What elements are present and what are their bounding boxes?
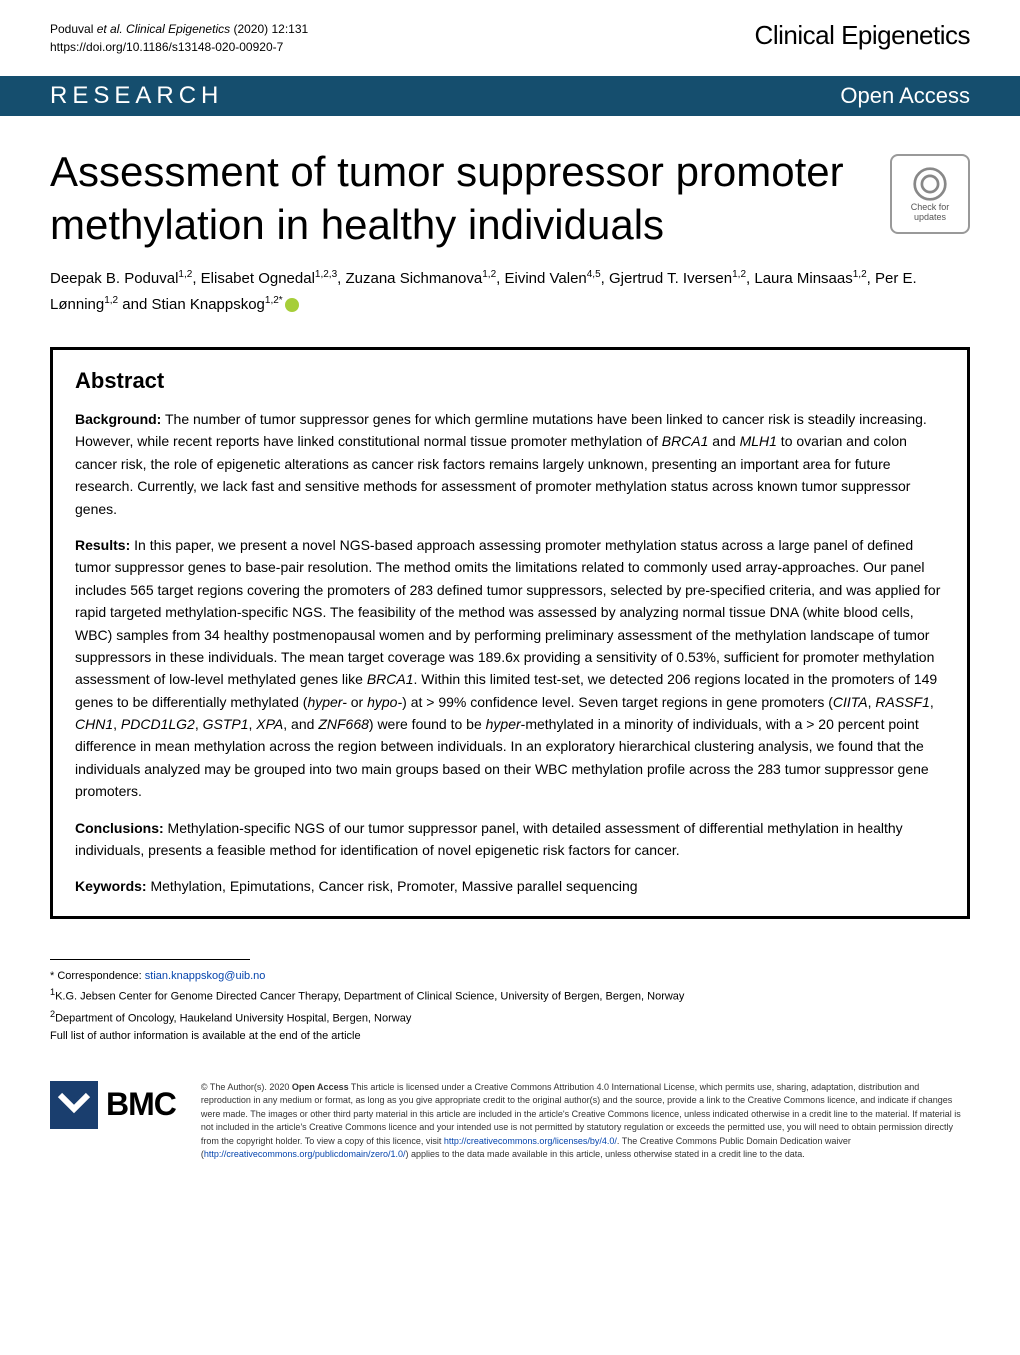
- bmc-square-icon: [50, 1081, 98, 1129]
- abstract-results: Results: In this paper, we present a nov…: [75, 534, 945, 803]
- open-access-label: Open Access: [840, 83, 970, 109]
- abstract-background: Background: The number of tumor suppress…: [75, 408, 945, 520]
- keywords-line: Keywords: Methylation, Epimutations, Can…: [75, 875, 945, 897]
- footer-divider: [50, 959, 250, 960]
- bmc-chevron-icon: [56, 1087, 92, 1123]
- license-bar: BMC © The Author(s). 2020 Open Access Th…: [0, 1066, 1020, 1182]
- journal-name: Clinical Epigenetics: [755, 20, 970, 51]
- results-label: Results:: [75, 537, 130, 553]
- page-header: Poduval et al. Clinical Epigenetics (202…: [0, 0, 1020, 71]
- affil-1: K.G. Jebsen Center for Genome Directed C…: [55, 991, 684, 1003]
- conclusions-label: Conclusions:: [75, 820, 164, 836]
- correspondence-email[interactable]: stian.knappskog@uib.no: [145, 970, 266, 982]
- citation-etal: et al. Clinical Epigenetics: [97, 22, 230, 36]
- license-link-2[interactable]: http://creativecommons.org/publicdomain/…: [204, 1149, 406, 1159]
- citation-doi: https://doi.org/10.1186/s13148-020-00920…: [50, 40, 283, 54]
- authors-line: Deepak B. Poduval1,2, Elisabet Ognedal1,…: [0, 261, 1020, 337]
- section-bar: RESEARCH Open Access: [0, 76, 1020, 116]
- open-access-bold: Open Access: [292, 1082, 349, 1092]
- license-link-1[interactable]: http://creativecommons.org/licenses/by/4…: [444, 1136, 617, 1146]
- full-list-note: Full list of author information is avail…: [50, 1030, 361, 1042]
- check-updates-text: Check for updates: [896, 202, 964, 222]
- title-row: Assessment of tumor suppressor promoter …: [0, 116, 1020, 261]
- abstract-heading: Abstract: [75, 368, 945, 394]
- license-text-3: ) applies to the data made available in …: [405, 1149, 804, 1159]
- background-label: Background:: [75, 411, 161, 427]
- results-text: In this paper, we present a novel NGS-ba…: [75, 537, 940, 799]
- abstract-conclusions: Conclusions: Methylation-specific NGS of…: [75, 817, 945, 862]
- bmc-text: BMC: [106, 1086, 176, 1123]
- correspondence-block: * Correspondence: stian.knappskog@uib.no…: [50, 968, 970, 1046]
- bmc-logo: BMC: [50, 1081, 176, 1129]
- keywords-label: Keywords:: [75, 878, 147, 894]
- section-label: RESEARCH: [50, 82, 223, 110]
- correspondence-footer: * Correspondence: stian.knappskog@uib.no…: [0, 949, 1020, 1066]
- keywords-text: Methylation, Epimutations, Cancer risk, …: [147, 878, 638, 894]
- correspondence-label: * Correspondence:: [50, 970, 145, 982]
- affil-2: Department of Oncology, Haukeland Univer…: [55, 1012, 411, 1024]
- article-title: Assessment of tumor suppressor promoter …: [50, 146, 890, 251]
- check-updates-badge[interactable]: Check for updates: [890, 154, 970, 234]
- copyright-text: © The Author(s). 2020: [201, 1082, 292, 1092]
- citation-authors: Poduval: [50, 22, 97, 36]
- conclusions-text: Methylation-specific NGS of our tumor su…: [75, 820, 903, 858]
- crossmark-icon: [912, 166, 948, 202]
- citation-year: (2020) 12:131: [230, 22, 308, 36]
- citation-block: Poduval et al. Clinical Epigenetics (202…: [50, 20, 308, 56]
- abstract-box: Abstract Background: The number of tumor…: [50, 347, 970, 919]
- orcid-icon: [285, 298, 299, 312]
- authors-text: Deepak B. Poduval1,2, Elisabet Ognedal1,…: [50, 270, 917, 313]
- license-text: © The Author(s). 2020 Open Access This a…: [201, 1081, 970, 1162]
- background-text: The number of tumor suppressor genes for…: [75, 411, 927, 517]
